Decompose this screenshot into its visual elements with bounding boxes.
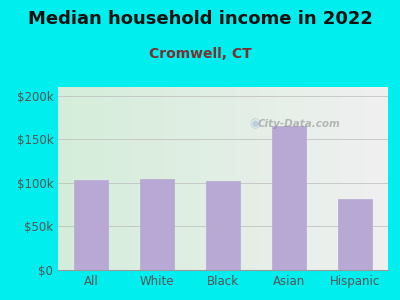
Bar <box>338 199 372 270</box>
Text: Median household income in 2022: Median household income in 2022 <box>28 11 372 28</box>
Text: ◉: ◉ <box>249 117 260 130</box>
Text: Cromwell, CT: Cromwell, CT <box>149 46 251 61</box>
Text: City-Data.com: City-Data.com <box>258 118 340 129</box>
Bar <box>140 179 174 270</box>
Bar <box>272 126 306 270</box>
Bar <box>206 181 240 270</box>
Bar <box>74 180 108 270</box>
